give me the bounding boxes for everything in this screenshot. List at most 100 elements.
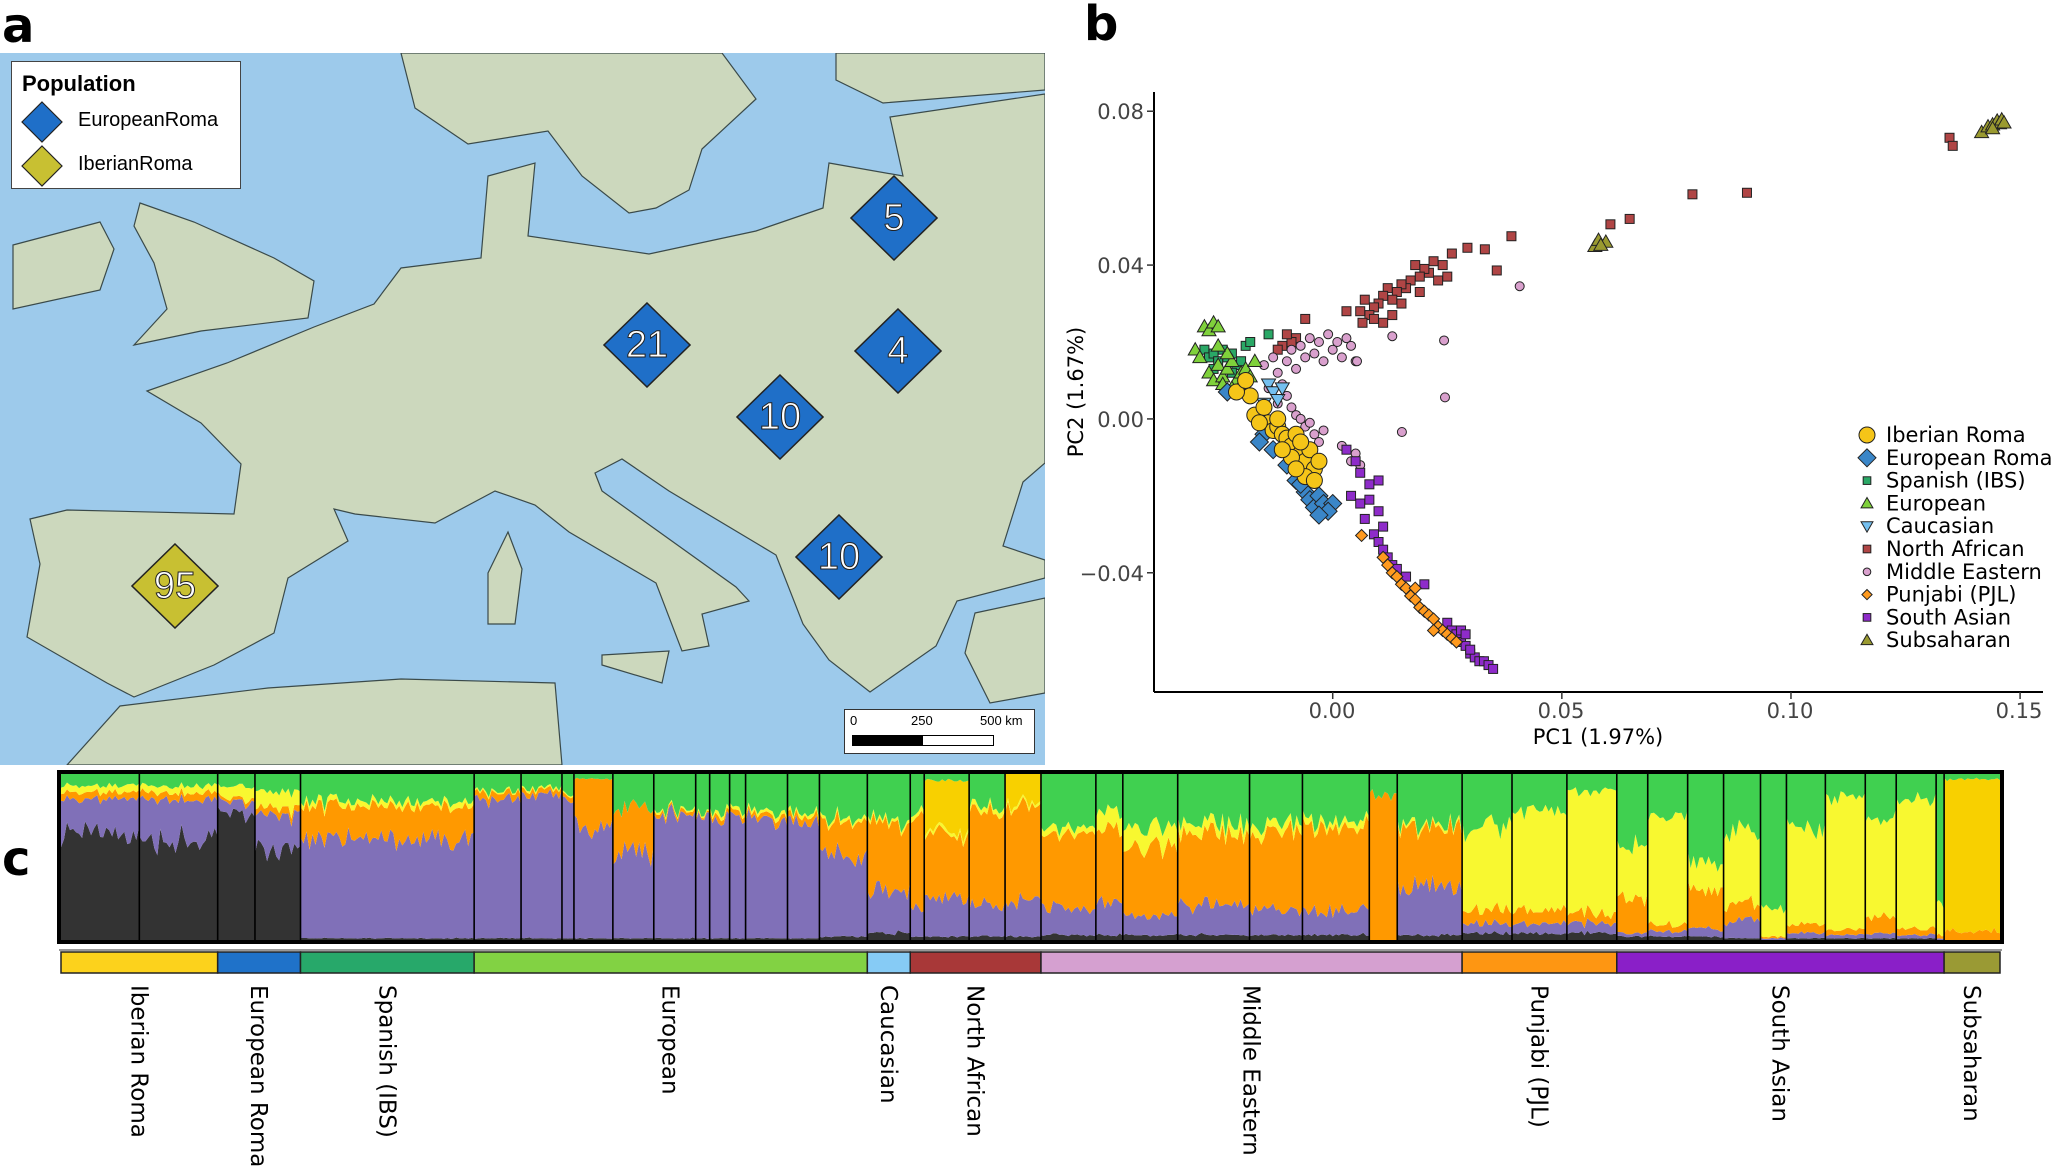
ancestry-component-2-south-asian: [1825, 933, 1866, 939]
ancestry-component-6-european: [695, 774, 710, 819]
legend-symbol-caucasian: [1860, 521, 1874, 534]
point-north-african: [1462, 242, 1473, 253]
ancestry-component-6-european: [474, 774, 522, 798]
x-tick-label: 0.10: [1767, 699, 1814, 723]
ancestry-component-4-european: [787, 805, 820, 825]
legend-label-spanish-ibs: Spanish (IBS): [1886, 469, 2026, 493]
ancestry-component-1-middle-eastern: [1122, 933, 1178, 940]
point-north-african: [1506, 231, 1517, 242]
ancestry-component-2-european: [729, 810, 746, 939]
land-ireland: [12, 221, 115, 310]
ancestry-component-4-iberian-roma: [61, 782, 140, 797]
point-middle-eastern: [1268, 352, 1279, 363]
legend-symbol-european-roma: [1857, 448, 1877, 468]
point-middle-eastern: [1323, 329, 1334, 340]
point-punjabi-pjl: [1426, 623, 1441, 638]
ancestry-component-3-punjabi-pjl: [1462, 902, 1512, 927]
point-north-african: [1687, 189, 1698, 200]
land-finland: [835, 53, 1045, 104]
ancestry-component-4-middle-eastern: [1095, 804, 1123, 838]
ancestry-component-4-north-african: [910, 805, 925, 824]
ancestry-component-6-european: [521, 774, 562, 793]
ancestry-component-6-european: [709, 774, 730, 818]
population-strip-spanish-ibs: [299, 951, 475, 974]
marker-count: 21: [625, 323, 669, 366]
ancestry-component-3-punjabi-pjl: [1512, 904, 1567, 928]
population-label-iberian-roma: Iberian Roma: [125, 985, 152, 1138]
ancestry-component-3-european: [612, 799, 654, 867]
ancestry-component-6-european: [729, 774, 746, 817]
ancestry-component-6-middle-eastern: [1397, 774, 1463, 836]
point-middle-eastern: [1327, 344, 1338, 355]
population-strip-south-asian: [1616, 951, 1945, 974]
legend-label-subsaharan: Subsaharan: [1886, 628, 2011, 652]
ancestry-component-2-european: [474, 792, 522, 939]
ancestry-component-1-middle-eastern: [1041, 933, 1096, 940]
ancestry-component-2-punjabi-pjl: [1512, 920, 1567, 935]
ancestry-component-2-middle-eastern: [1122, 911, 1178, 937]
ancestry-component-2-punjabi-pjl: [1566, 918, 1617, 936]
point-north-african: [1378, 317, 1389, 328]
ancestry-component-1-european: [521, 937, 562, 940]
scale-label-500: 500 km: [980, 713, 1023, 728]
point-south-asian: [1355, 498, 1366, 509]
point-south-asian: [1341, 444, 1352, 455]
admixture-barplot: [57, 770, 2004, 974]
ancestry-component-6-south-asian: [1825, 774, 1866, 806]
population-label-middle-eastern: Middle Eastern: [1237, 985, 1264, 1156]
ancestry-component-2-south-asian: [1936, 938, 1945, 940]
ancestry-component-4-south-asian: [1616, 834, 1648, 907]
scale-label-250: 250: [911, 713, 933, 728]
point-south-asian: [1373, 475, 1384, 486]
ancestry-component-1-north-african: [1005, 935, 1041, 940]
ancestry-component-2-european: [573, 814, 613, 939]
point-middle-eastern: [1318, 356, 1329, 367]
ancestry-component-2-north-african: [910, 903, 925, 938]
ancestry-component-6-middle-eastern: [1122, 774, 1178, 837]
ancestry-component-3-middle-eastern: [1302, 815, 1370, 918]
point-north-african: [1414, 271, 1425, 282]
ancestry-component-1-middle-eastern: [1177, 932, 1250, 940]
map-legend: Population EuropeanRoma IberianRoma: [11, 61, 241, 189]
population-strip-north-african: [909, 951, 1042, 974]
ancestry-component-2-south-asian: [1647, 929, 1688, 938]
point-north-african: [1437, 260, 1448, 271]
ancestry-component-1-european: [787, 938, 820, 940]
ancestry-component-3-south-asian: [1616, 891, 1648, 935]
legend-symbol-north-african: [1862, 544, 1872, 554]
ancestry-component-3-middle-eastern: [1041, 828, 1096, 915]
ancestry-component-4-european: [819, 806, 868, 831]
ancestry-component-6-south-asian: [1786, 774, 1826, 840]
ancestry-component-2-european: [709, 810, 730, 939]
ancestry-component-1-middle-eastern: [1249, 934, 1303, 940]
ancestry-component-6-caucasian: [867, 774, 911, 833]
ancestry-component-5-north-african: [924, 778, 970, 843]
ancestry-component-3-european: [745, 805, 788, 831]
map-legend-title: Population: [22, 71, 136, 96]
ancestry-component-1-middle-eastern: [1095, 933, 1123, 940]
ancestry-component-2-european: [521, 789, 562, 939]
point-middle-eastern: [1313, 337, 1324, 347]
point-middle-eastern: [1336, 352, 1347, 363]
point-iberian-roma: [1269, 410, 1287, 428]
ancestry-component-4-middle-eastern: [1041, 821, 1096, 842]
point-south-asian: [1346, 490, 1357, 501]
point-european: [1219, 360, 1236, 375]
ancestry-component-2-middle-eastern: [1302, 903, 1370, 937]
ancestry-component-3-european: [474, 787, 522, 809]
ancestry-component-4-european: [695, 808, 710, 821]
point-middle-eastern: [1309, 348, 1320, 359]
point-north-african: [1281, 329, 1292, 340]
ancestry-component-4-european-roma: [254, 788, 301, 819]
ancestry-component-3-european: [729, 805, 746, 824]
ancestry-component-2-north-african: [1005, 892, 1041, 938]
ancestry-component-4-european: [562, 789, 574, 799]
ancestry-component-6-middle-eastern: [1369, 774, 1398, 801]
ancestry-component-1-north-african: [924, 935, 970, 940]
x-tick-label: 0.05: [1538, 699, 1585, 723]
point-north-african: [1387, 310, 1398, 321]
ancestry-component-2-european: [562, 795, 574, 939]
ancestry-component-4-south-asian: [1723, 819, 1761, 912]
legend-symbol-punjabi-pjl: [1861, 588, 1873, 601]
ancestry-component-1-south-asian: [1865, 937, 1897, 940]
